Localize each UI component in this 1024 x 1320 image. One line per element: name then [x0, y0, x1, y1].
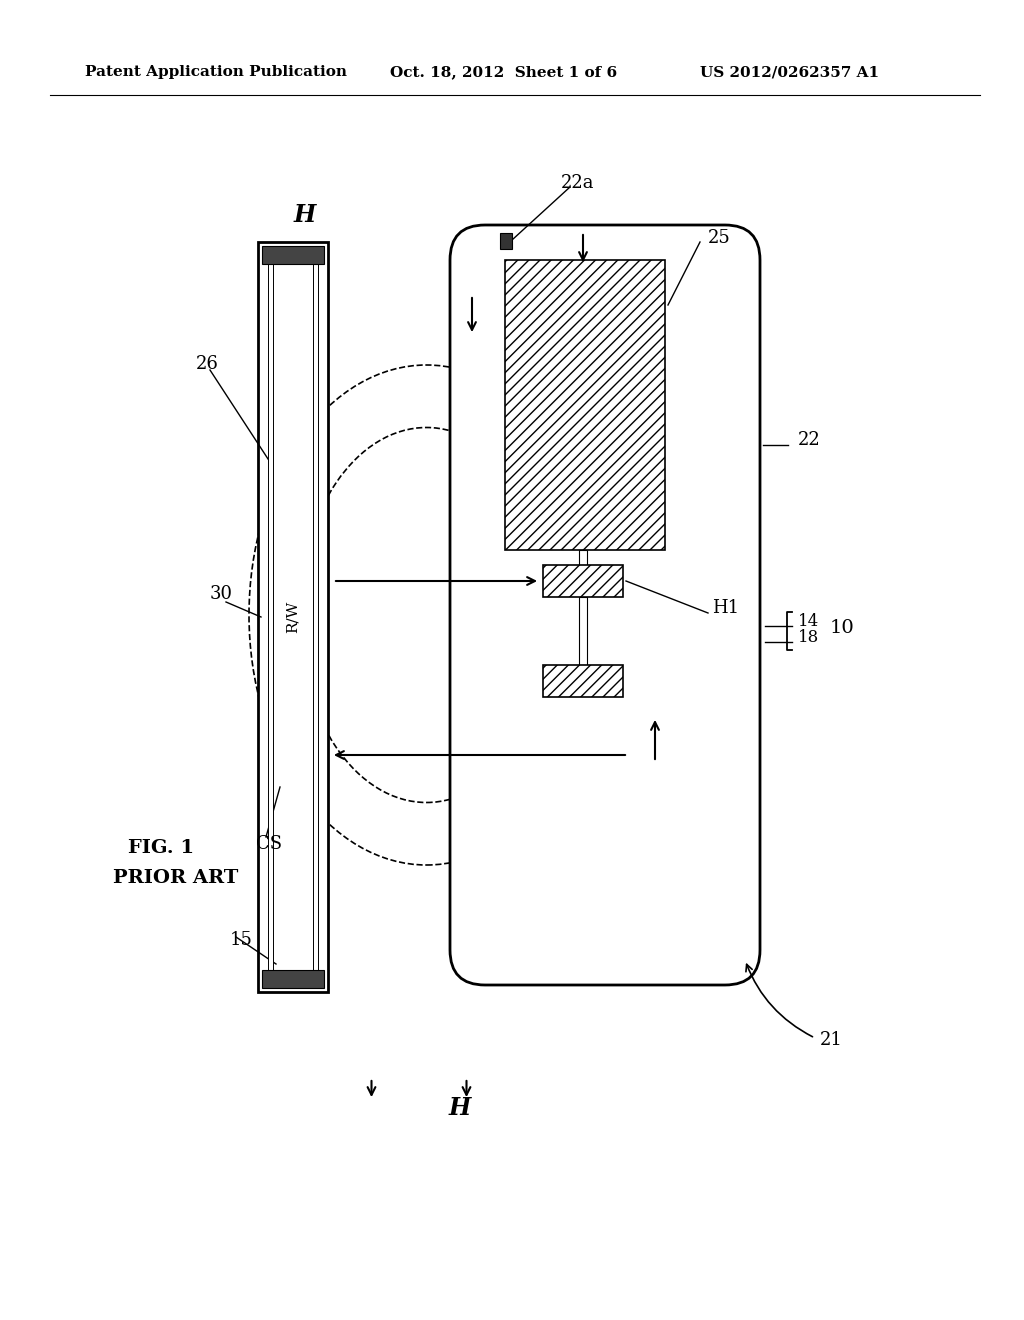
Text: PRIOR ART: PRIOR ART: [113, 869, 239, 887]
Text: H: H: [449, 1096, 471, 1119]
Text: 26: 26: [196, 355, 219, 374]
Text: 25: 25: [708, 228, 731, 247]
Text: FIG. 1: FIG. 1: [128, 840, 195, 857]
Text: 15: 15: [230, 931, 253, 949]
Text: 14: 14: [798, 614, 819, 631]
Text: 10: 10: [830, 619, 855, 638]
Text: CS: CS: [256, 836, 283, 853]
Bar: [258, 242, 328, 993]
Text: 21: 21: [820, 1031, 843, 1049]
FancyBboxPatch shape: [450, 224, 760, 985]
Bar: [579, 550, 587, 579]
Text: Oct. 18, 2012  Sheet 1 of 6: Oct. 18, 2012 Sheet 1 of 6: [390, 65, 617, 79]
Bar: [268, 252, 273, 982]
Bar: [262, 970, 324, 987]
Bar: [579, 597, 587, 665]
Bar: [262, 246, 324, 264]
Text: 22: 22: [798, 432, 821, 449]
Text: US 2012/0262357 A1: US 2012/0262357 A1: [700, 65, 880, 79]
Bar: [505, 260, 665, 550]
Bar: [500, 234, 512, 249]
Text: 30: 30: [210, 585, 233, 603]
Text: 18: 18: [798, 630, 819, 647]
Text: R/W: R/W: [286, 601, 300, 634]
Bar: [543, 665, 623, 697]
Bar: [313, 252, 318, 982]
Bar: [543, 565, 623, 597]
Text: 22a: 22a: [561, 174, 595, 191]
Text: Patent Application Publication: Patent Application Publication: [85, 65, 347, 79]
Text: H1: H1: [712, 599, 739, 616]
Text: H: H: [294, 203, 316, 227]
